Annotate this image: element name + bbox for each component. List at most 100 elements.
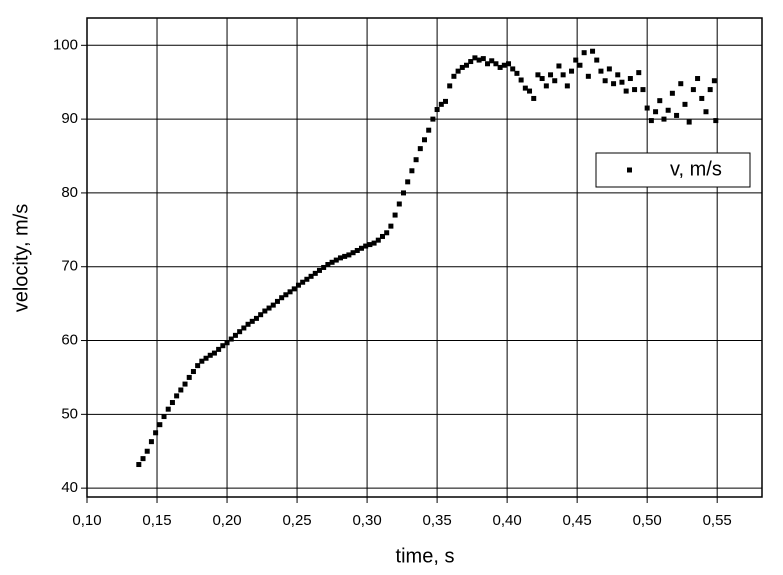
- data-point: [569, 68, 575, 74]
- legend-marker: [627, 167, 632, 173]
- data-point: [140, 456, 146, 462]
- data-point: [258, 312, 264, 318]
- data-point: [468, 59, 474, 65]
- data-point: [598, 68, 604, 74]
- data-point: [699, 95, 705, 101]
- data-point: [220, 343, 226, 349]
- data-point: [678, 81, 684, 87]
- data-point: [527, 88, 533, 94]
- data-point: [480, 56, 486, 62]
- y-tick-label: 90: [61, 110, 78, 127]
- data-point: [190, 369, 196, 375]
- data-point: [300, 279, 306, 285]
- data-point: [245, 321, 251, 327]
- y-tick-label: 40: [61, 479, 78, 496]
- data-point: [333, 257, 339, 263]
- data-point: [216, 346, 222, 352]
- data-point: [304, 276, 310, 282]
- data-point: [695, 76, 701, 82]
- x-tick-label: 0,45: [563, 512, 592, 529]
- data-point: [556, 63, 562, 69]
- data-point: [253, 315, 259, 321]
- data-point: [363, 243, 369, 249]
- x-tick-label: 0,15: [142, 512, 171, 529]
- data-point: [430, 116, 436, 122]
- data-point: [358, 245, 364, 251]
- data-point: [426, 127, 432, 133]
- data-point: [342, 253, 348, 259]
- data-point: [451, 73, 457, 79]
- data-point: [287, 289, 293, 295]
- data-point: [405, 179, 411, 185]
- data-point: [485, 61, 491, 67]
- data-point: [169, 400, 175, 406]
- data-point: [640, 87, 646, 93]
- data-point: [232, 332, 238, 338]
- data-point: [707, 87, 713, 93]
- data-point: [661, 116, 667, 122]
- x-tick-label: 0,35: [423, 512, 452, 529]
- data-point: [636, 70, 642, 76]
- data-point: [165, 406, 171, 412]
- data-point: [325, 262, 331, 268]
- data-point: [459, 64, 465, 70]
- data-point: [577, 62, 583, 68]
- data-point: [224, 340, 230, 346]
- x-tick-label: 0,25: [282, 512, 311, 529]
- data-point: [657, 98, 663, 104]
- data-point: [262, 308, 268, 314]
- data-point: [346, 252, 352, 258]
- data-point: [207, 352, 213, 358]
- data-point: [211, 350, 217, 356]
- data-point: [489, 58, 495, 64]
- data-point: [690, 87, 696, 93]
- data-point: [594, 57, 600, 63]
- x-axis-label: time, s: [396, 545, 455, 567]
- data-point: [136, 462, 142, 468]
- data-point: [182, 381, 188, 387]
- data-point: [379, 233, 385, 239]
- data-point: [455, 68, 461, 74]
- legend-box: [595, 152, 751, 188]
- data-point: [144, 448, 150, 454]
- data-point: [438, 101, 444, 107]
- data-point: [653, 109, 659, 115]
- data-point: [711, 78, 717, 84]
- data-point: [199, 358, 205, 364]
- data-point: [295, 282, 301, 288]
- data-point: [178, 387, 184, 393]
- data-point: [195, 363, 201, 369]
- data-point: [279, 295, 285, 301]
- data-point: [564, 83, 570, 89]
- data-point: [447, 83, 453, 89]
- data-point: [476, 57, 482, 63]
- data-point: [518, 77, 524, 83]
- data-point: [203, 355, 209, 361]
- plot-area: [87, 18, 762, 497]
- data-point: [464, 62, 470, 68]
- data-point: [350, 250, 356, 256]
- data-point: [161, 414, 167, 420]
- data-point: [266, 305, 272, 311]
- data-point: [665, 107, 671, 113]
- data-point: [493, 61, 499, 67]
- data-point: [157, 422, 163, 428]
- data-point: [329, 259, 335, 265]
- y-tick-label: 80: [61, 184, 78, 201]
- x-tick-label: 0,20: [212, 512, 241, 529]
- x-tick-label: 0,40: [493, 512, 522, 529]
- data-point: [354, 247, 360, 253]
- x-tick-label: 0,55: [703, 512, 732, 529]
- data-point: [337, 255, 343, 261]
- data-point: [375, 237, 381, 243]
- data-point: [241, 325, 247, 331]
- data-point: [611, 81, 617, 87]
- data-point: [274, 298, 280, 304]
- data-point: [535, 72, 541, 78]
- x-tick-label: 0,30: [352, 512, 381, 529]
- data-point: [682, 101, 688, 107]
- data-point: [522, 85, 528, 91]
- y-tick-label: 70: [61, 258, 78, 275]
